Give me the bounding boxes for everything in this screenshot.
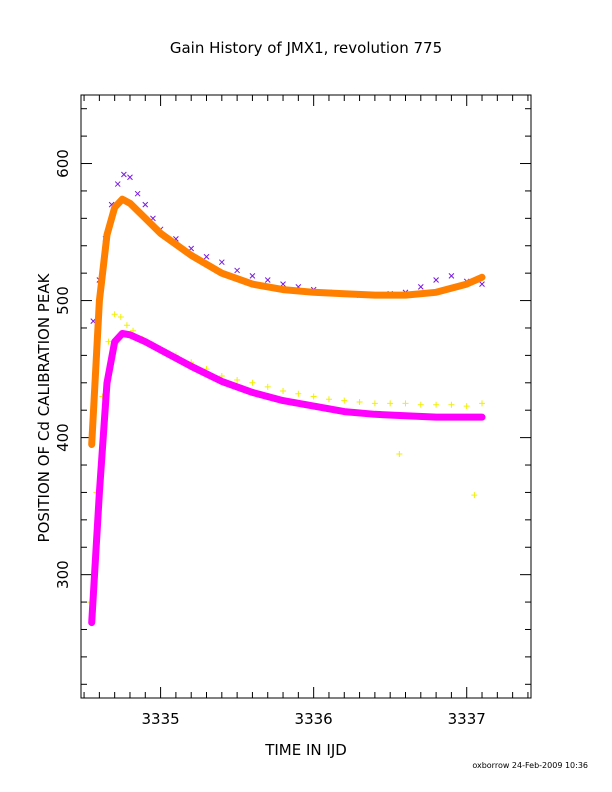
data-point	[471, 492, 478, 499]
data-point	[310, 393, 317, 400]
data-point	[114, 181, 121, 187]
data-point	[433, 277, 439, 283]
y-tick-label: 600	[54, 149, 72, 178]
data-point	[249, 379, 256, 386]
series-3	[88, 330, 486, 627]
data-point	[105, 338, 112, 345]
data-point	[218, 259, 225, 266]
data-point	[121, 171, 127, 178]
data-point	[417, 401, 424, 408]
y-tick-label: 500	[54, 286, 72, 315]
data-point	[371, 400, 378, 407]
data-point	[134, 190, 141, 197]
chart-title: Gain History of JMX1, revolution 775	[170, 39, 442, 57]
x-tick-label: 3336	[295, 710, 333, 728]
data-point	[448, 401, 455, 408]
x-tick-label: 3335	[141, 710, 179, 728]
data-point	[463, 403, 470, 410]
data-point	[448, 273, 455, 279]
series-curve	[88, 195, 486, 448]
data-point	[264, 277, 271, 283]
data-point	[280, 388, 287, 395]
series-2	[88, 195, 486, 448]
data-point	[117, 314, 124, 321]
series-layer	[87, 171, 486, 627]
data-point	[123, 322, 130, 329]
data-point	[402, 400, 409, 407]
y-tick-label: 400	[54, 423, 72, 452]
data-point	[356, 398, 363, 405]
data-point	[249, 273, 256, 279]
x-axis: 3335 3336 3337	[83, 95, 529, 728]
plot-frame	[80, 94, 532, 699]
data-point	[142, 201, 149, 208]
data-point	[295, 390, 302, 397]
data-point	[433, 401, 440, 408]
footer-stamp: oxborrow 24-Feb-2009 10:36	[472, 761, 588, 770]
series-1	[87, 311, 486, 606]
data-point	[396, 451, 403, 458]
data-point	[203, 253, 210, 260]
series-curve	[88, 330, 486, 627]
y-axis-label: POSITION OF Cd CALIBRATION PEAK	[35, 272, 53, 542]
data-point	[111, 311, 118, 318]
data-point	[387, 400, 394, 407]
y-tick-label: 300	[54, 560, 72, 589]
x-axis-label: TIME IN IJD	[264, 741, 347, 759]
y-axis: 300 400 500 600	[54, 108, 531, 685]
data-point	[479, 400, 486, 407]
data-point	[325, 396, 332, 403]
x-tick-label: 3337	[448, 710, 486, 728]
series-0	[90, 171, 485, 324]
data-point	[264, 383, 271, 390]
data-point	[234, 267, 240, 274]
data-point	[234, 377, 241, 384]
data-point	[127, 174, 133, 181]
data-point	[479, 281, 485, 287]
data-point	[417, 284, 424, 290]
data-point	[341, 397, 348, 404]
plot-border	[80, 94, 532, 699]
